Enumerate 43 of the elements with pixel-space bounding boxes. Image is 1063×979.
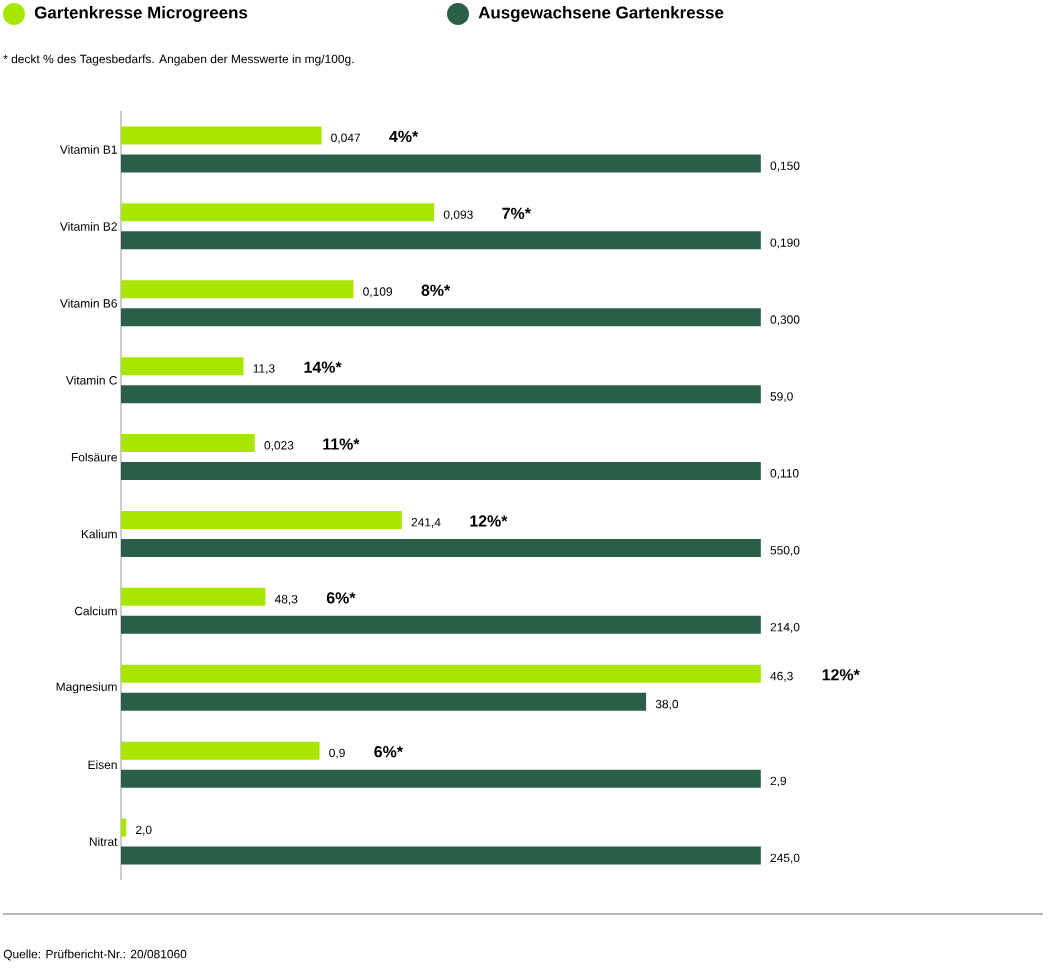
- data-label: 46,3: [770, 671, 793, 682]
- y-tick-label: Folsäure: [71, 452, 117, 462]
- data-label: 11,3: [253, 364, 275, 375]
- data-label: 38,0: [655, 699, 679, 710]
- annotation: 12%*: [470, 515, 508, 527]
- data-label: 0,110: [770, 469, 799, 479]
- y-tick-label: Nitrat: [89, 837, 118, 846]
- y-tick-label: Calcium: [74, 606, 117, 616]
- data-label: 0,9: [329, 748, 345, 759]
- data-label: 0,047: [331, 133, 360, 144]
- data-label: 245,0: [770, 853, 800, 864]
- y-tick-label: Magnesium: [56, 682, 117, 694]
- data-label: 0,300: [770, 315, 800, 326]
- data-label: 550,0: [770, 546, 800, 556]
- data-label: 0,093: [443, 210, 473, 221]
- annotation: 6%*: [326, 592, 356, 604]
- y-tick-label: Vitamin B2: [59, 221, 117, 231]
- annotation: 7%*: [502, 207, 531, 219]
- y-tick-label: Vitamin C: [65, 375, 117, 385]
- data-label: 2,0: [136, 825, 152, 836]
- y-tick-label: Vitamin B6: [59, 298, 117, 308]
- legend-label: Gartenkresse Microgreens: [34, 6, 248, 22]
- data-label: 59,0: [770, 392, 793, 403]
- data-label: 2,9: [770, 776, 787, 787]
- data-label: 48,3: [274, 594, 298, 605]
- annotation: 14%*: [304, 361, 342, 373]
- text: 12%*: [822, 669, 860, 681]
- chart-subtitle: * deckt % des Tagesbedarfs. Angaben der Messwerte in mg/100g.: [3, 54, 354, 66]
- y-tick-label: Kalium: [81, 529, 117, 539]
- data-label: 0,023: [264, 441, 294, 451]
- annotation: 6%*: [374, 746, 404, 758]
- annotation: 8%*: [421, 284, 451, 296]
- legend-label: Ausgewachsene Gartenkresse: [478, 6, 724, 22]
- data-label: 0,109: [363, 287, 393, 298]
- data-label: 0,190: [770, 238, 800, 249]
- annotation: 4%*: [389, 130, 419, 143]
- source-note: Quelle: Prüfbericht-Nr.: 20/081060: [3, 949, 187, 961]
- annotation: 11%*: [323, 438, 360, 450]
- data-label: 0,150: [770, 161, 800, 172]
- y-tick-label: Eisen: [88, 760, 117, 770]
- data-label: 241,4: [411, 518, 441, 528]
- data-label: 214,0: [770, 622, 800, 633]
- y-tick-label: Vitamin B1: [59, 145, 117, 154]
